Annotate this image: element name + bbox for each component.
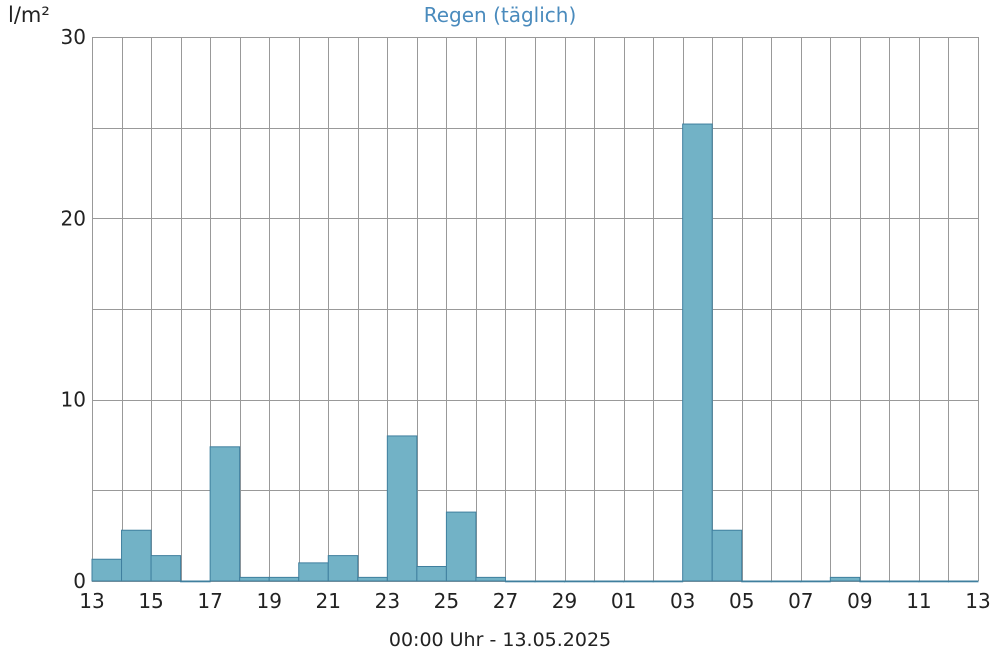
bar [593, 580, 625, 583]
bar [327, 555, 359, 582]
y-tick-label: 30 [61, 25, 86, 49]
bar [268, 576, 300, 582]
bar [652, 580, 684, 583]
bar [298, 562, 329, 582]
grid-lines [92, 37, 979, 582]
bar [829, 576, 861, 582]
bar [504, 580, 536, 583]
bar [239, 576, 270, 582]
x-tick-label: 05 [729, 589, 754, 613]
chart-title: Regen (täglich) [424, 3, 577, 27]
bar [741, 580, 772, 583]
y-tick-label: 0 [73, 569, 86, 593]
x-tick-label: 25 [434, 589, 459, 613]
x-tick-label: 13 [965, 589, 990, 613]
bar [564, 580, 595, 583]
x-tick-label: 27 [493, 589, 518, 613]
bar [475, 576, 506, 582]
x-axis-label: 00:00 Uhr - 13.05.2025 [389, 629, 611, 650]
bar [623, 580, 654, 583]
x-tick-label: 23 [375, 589, 400, 613]
bar [150, 555, 182, 582]
bar [91, 558, 123, 582]
x-tick-label: 17 [197, 589, 222, 613]
bar [386, 435, 418, 582]
x-tick-label: 09 [847, 589, 872, 613]
y-axis-label: l/m² [8, 3, 50, 27]
x-tick-label: 21 [316, 589, 341, 613]
x-tick-label: 13 [79, 589, 104, 613]
x-tick-label: 29 [552, 589, 577, 613]
bar [711, 529, 743, 582]
bar [445, 511, 477, 582]
bar [888, 580, 920, 583]
bar [534, 580, 566, 583]
bar [800, 580, 831, 583]
bar [947, 580, 979, 583]
x-tick-label: 01 [611, 589, 636, 613]
x-tick-label: 15 [138, 589, 163, 613]
bar [770, 580, 802, 583]
bar [180, 580, 211, 583]
bar [121, 529, 152, 582]
x-tick-label: 11 [906, 589, 931, 613]
x-tick-labels: 13 15 17 19 21 23 25 27 29 01 03 05 07 09 11 13 [79, 589, 990, 613]
bar [859, 580, 890, 583]
x-tick-label: 03 [670, 589, 695, 613]
x-tick-label: 07 [788, 589, 813, 613]
bar [682, 123, 713, 582]
bar [416, 565, 447, 582]
bar [918, 580, 949, 583]
y-tick-labels: 0 10 20 30 [61, 25, 86, 593]
y-tick-label: 20 [61, 206, 86, 230]
y-tick-label: 10 [61, 388, 86, 412]
bars [91, 123, 979, 583]
bar [357, 576, 388, 582]
bar [209, 446, 241, 582]
x-tick-label: 19 [256, 589, 281, 613]
